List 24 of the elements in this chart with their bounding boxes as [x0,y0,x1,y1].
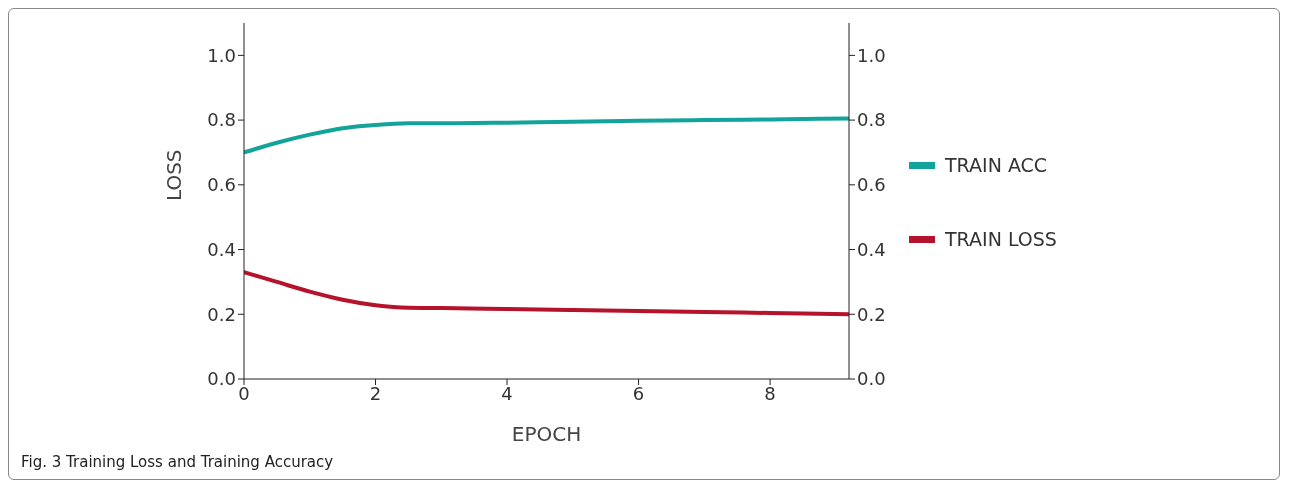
line-series [244,116,849,155]
y2-tick-label: 0.2 [857,303,886,325]
y-tick-label: 0.6 [207,174,236,196]
x-tick-label: 4 [501,382,513,404]
y-tick-label: 0.0 [207,368,236,390]
x-tick-label: 6 [632,382,645,404]
caption: Fig. 3 Training Loss and Training Accuracy [21,453,334,471]
x-tick-label: 8 [764,382,776,404]
y-tick-label: 0.4 [207,238,236,260]
legend-label: TRAIN LOSS [945,228,1057,250]
line-series [244,270,849,317]
y-tick-label: 0.2 [207,303,236,325]
x-axis-title: EPOCH [511,422,582,446]
x-tick-label: 0 [238,382,250,404]
y2-tick-label: 1.0 [857,44,886,66]
y2-tick-label: 0.8 [857,109,886,131]
y2-tick-label: 0.4 [857,238,886,260]
x-tick-label: 2 [369,382,382,404]
y2-tick-label: 0.6 [857,174,886,196]
y2-tick-label: 0.0 [857,368,886,390]
y-tick-label: 0.8 [207,109,236,131]
legend-label: TRAIN ACC [945,154,1048,176]
y-axis-title: LOSS [162,149,187,201]
y-tick-label: 1.0 [207,44,236,66]
